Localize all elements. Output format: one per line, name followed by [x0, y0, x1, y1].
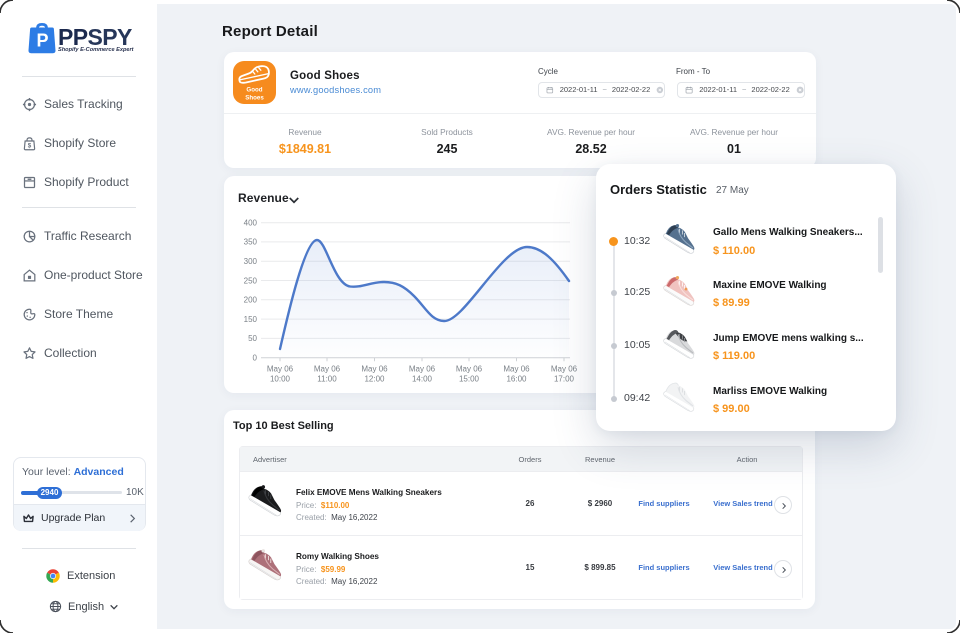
svg-text:10:00: 10:00 [270, 375, 291, 384]
svg-text:0: 0 [253, 354, 258, 363]
svg-text:350: 350 [244, 238, 258, 247]
svg-text:16:00: 16:00 [506, 375, 527, 384]
svg-text:May 06: May 06 [409, 365, 436, 374]
svg-text:150: 150 [244, 315, 258, 324]
svg-text:P: P [36, 30, 48, 50]
svg-text:50: 50 [248, 334, 257, 343]
svg-text:Shoes: Shoes [245, 95, 264, 102]
svg-text:May 06: May 06 [361, 365, 388, 374]
svg-text:$: $ [28, 142, 32, 149]
svg-text:May 06: May 06 [503, 365, 530, 374]
svg-text:250: 250 [244, 276, 258, 285]
svg-text:May 06: May 06 [314, 365, 341, 374]
svg-text:14:00: 14:00 [412, 375, 433, 384]
svg-text:12:00: 12:00 [364, 375, 385, 384]
svg-text:400: 400 [244, 219, 258, 228]
svg-text:Good: Good [246, 87, 262, 94]
svg-text:11:00: 11:00 [317, 375, 337, 384]
svg-text:300: 300 [244, 257, 258, 266]
svg-text:May 06: May 06 [551, 365, 578, 374]
svg-text:May 06: May 06 [456, 365, 483, 374]
svg-text:17:00: 17:00 [554, 375, 575, 384]
svg-text:May 06: May 06 [267, 365, 294, 374]
svg-text:200: 200 [244, 296, 258, 305]
svg-text:15:00: 15:00 [459, 375, 480, 384]
